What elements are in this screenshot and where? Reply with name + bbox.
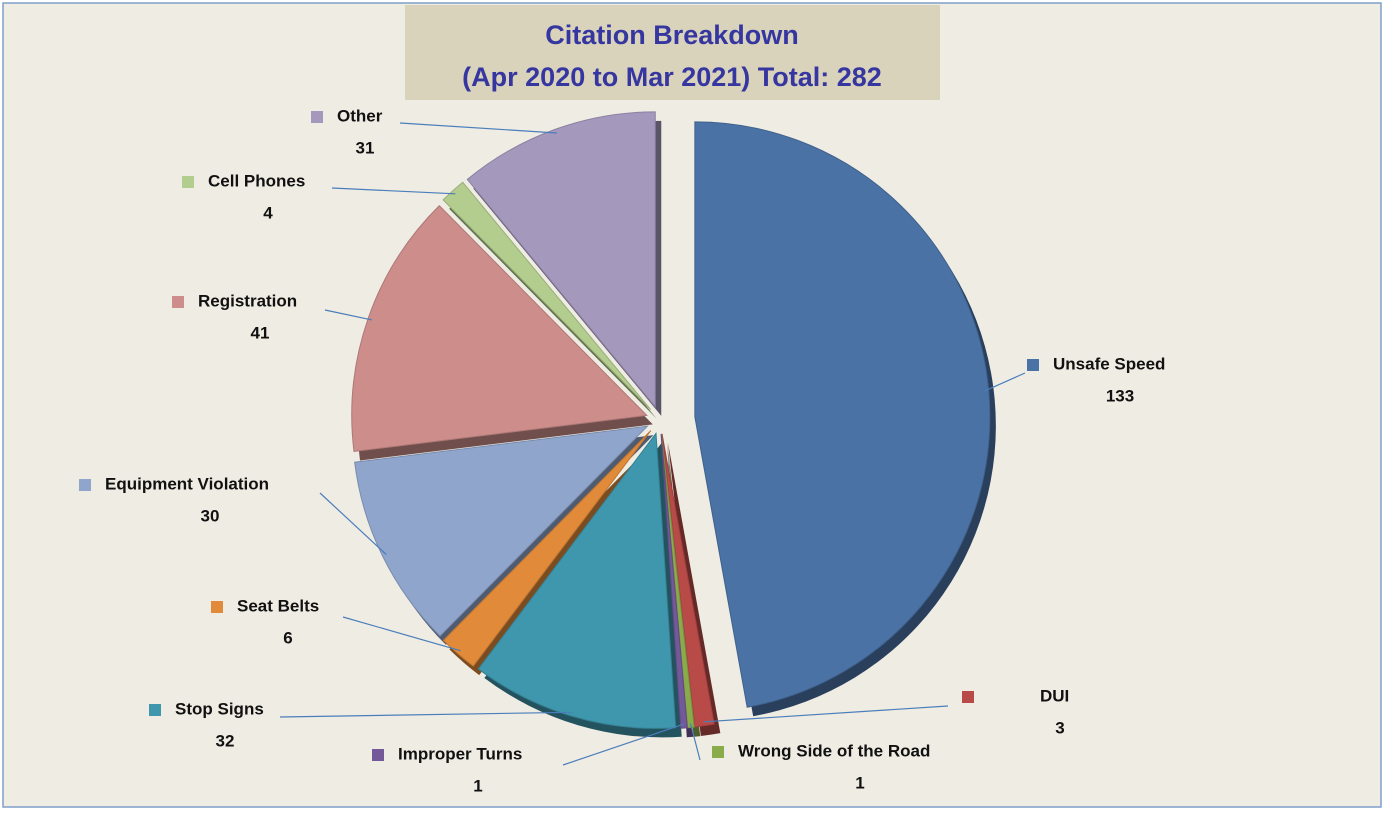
- legend-swatch: [712, 746, 724, 758]
- slice: [466, 111, 656, 409]
- slice-label: Seat Belts: [237, 596, 319, 615]
- slice-shadow: [668, 442, 721, 737]
- chart-subtitle: (Apr 2020 to Mar 2021) Total: 282: [462, 62, 882, 92]
- slice-value: 1: [473, 776, 482, 795]
- chart-title: Citation Breakdown: [545, 20, 799, 50]
- slice-value: 133: [1106, 386, 1134, 405]
- legend-swatch: [372, 749, 384, 761]
- slice-value: 1: [855, 773, 864, 792]
- slice: [354, 425, 649, 637]
- slice-value: 4: [263, 203, 273, 222]
- slice-label: DUI: [1040, 686, 1069, 705]
- slice-label: Wrong Side of the Road: [738, 741, 930, 760]
- leader-line: [342, 616, 461, 652]
- slice-value: 3: [1055, 718, 1064, 737]
- slice-value: 32: [216, 731, 235, 750]
- leader-line: [562, 723, 684, 766]
- slice: [694, 121, 991, 708]
- leader-line: [399, 122, 557, 134]
- title-box: [405, 5, 940, 100]
- slice-label: Stop Signs: [175, 699, 264, 718]
- leader-line: [331, 187, 456, 195]
- legend-swatch: [79, 479, 91, 491]
- legend-swatch: [311, 111, 323, 123]
- legend-swatch: [211, 601, 223, 613]
- slice: [660, 433, 688, 729]
- legend-swatch: [149, 704, 161, 716]
- slice-label: Unsafe Speed: [1053, 354, 1165, 373]
- legend-swatch: [182, 176, 194, 188]
- slice-label: Registration: [198, 291, 297, 310]
- slice-value: 31: [356, 138, 375, 157]
- leader-line: [324, 309, 373, 321]
- leader-line: [319, 492, 387, 555]
- leader-line: [703, 705, 949, 723]
- slice-value: 6: [283, 628, 292, 647]
- pie: [351, 111, 996, 738]
- slice: [442, 181, 651, 410]
- slice-label: Improper Turns: [398, 744, 522, 763]
- slice: [477, 432, 677, 729]
- slice-label: Cell Phones: [208, 171, 305, 190]
- leader-line: [689, 723, 701, 761]
- legend-swatch: [962, 691, 974, 703]
- slice-value: 41: [251, 323, 270, 342]
- legend-swatch: [172, 296, 184, 308]
- slice: [661, 433, 715, 728]
- slice-value: 30: [201, 506, 220, 525]
- leader-line: [984, 372, 1026, 392]
- slice-label: Equipment Violation: [105, 474, 269, 493]
- legend-swatch: [1027, 359, 1039, 371]
- slice: [442, 430, 652, 667]
- slice-label: Other: [337, 106, 383, 125]
- leader-line: [279, 711, 573, 718]
